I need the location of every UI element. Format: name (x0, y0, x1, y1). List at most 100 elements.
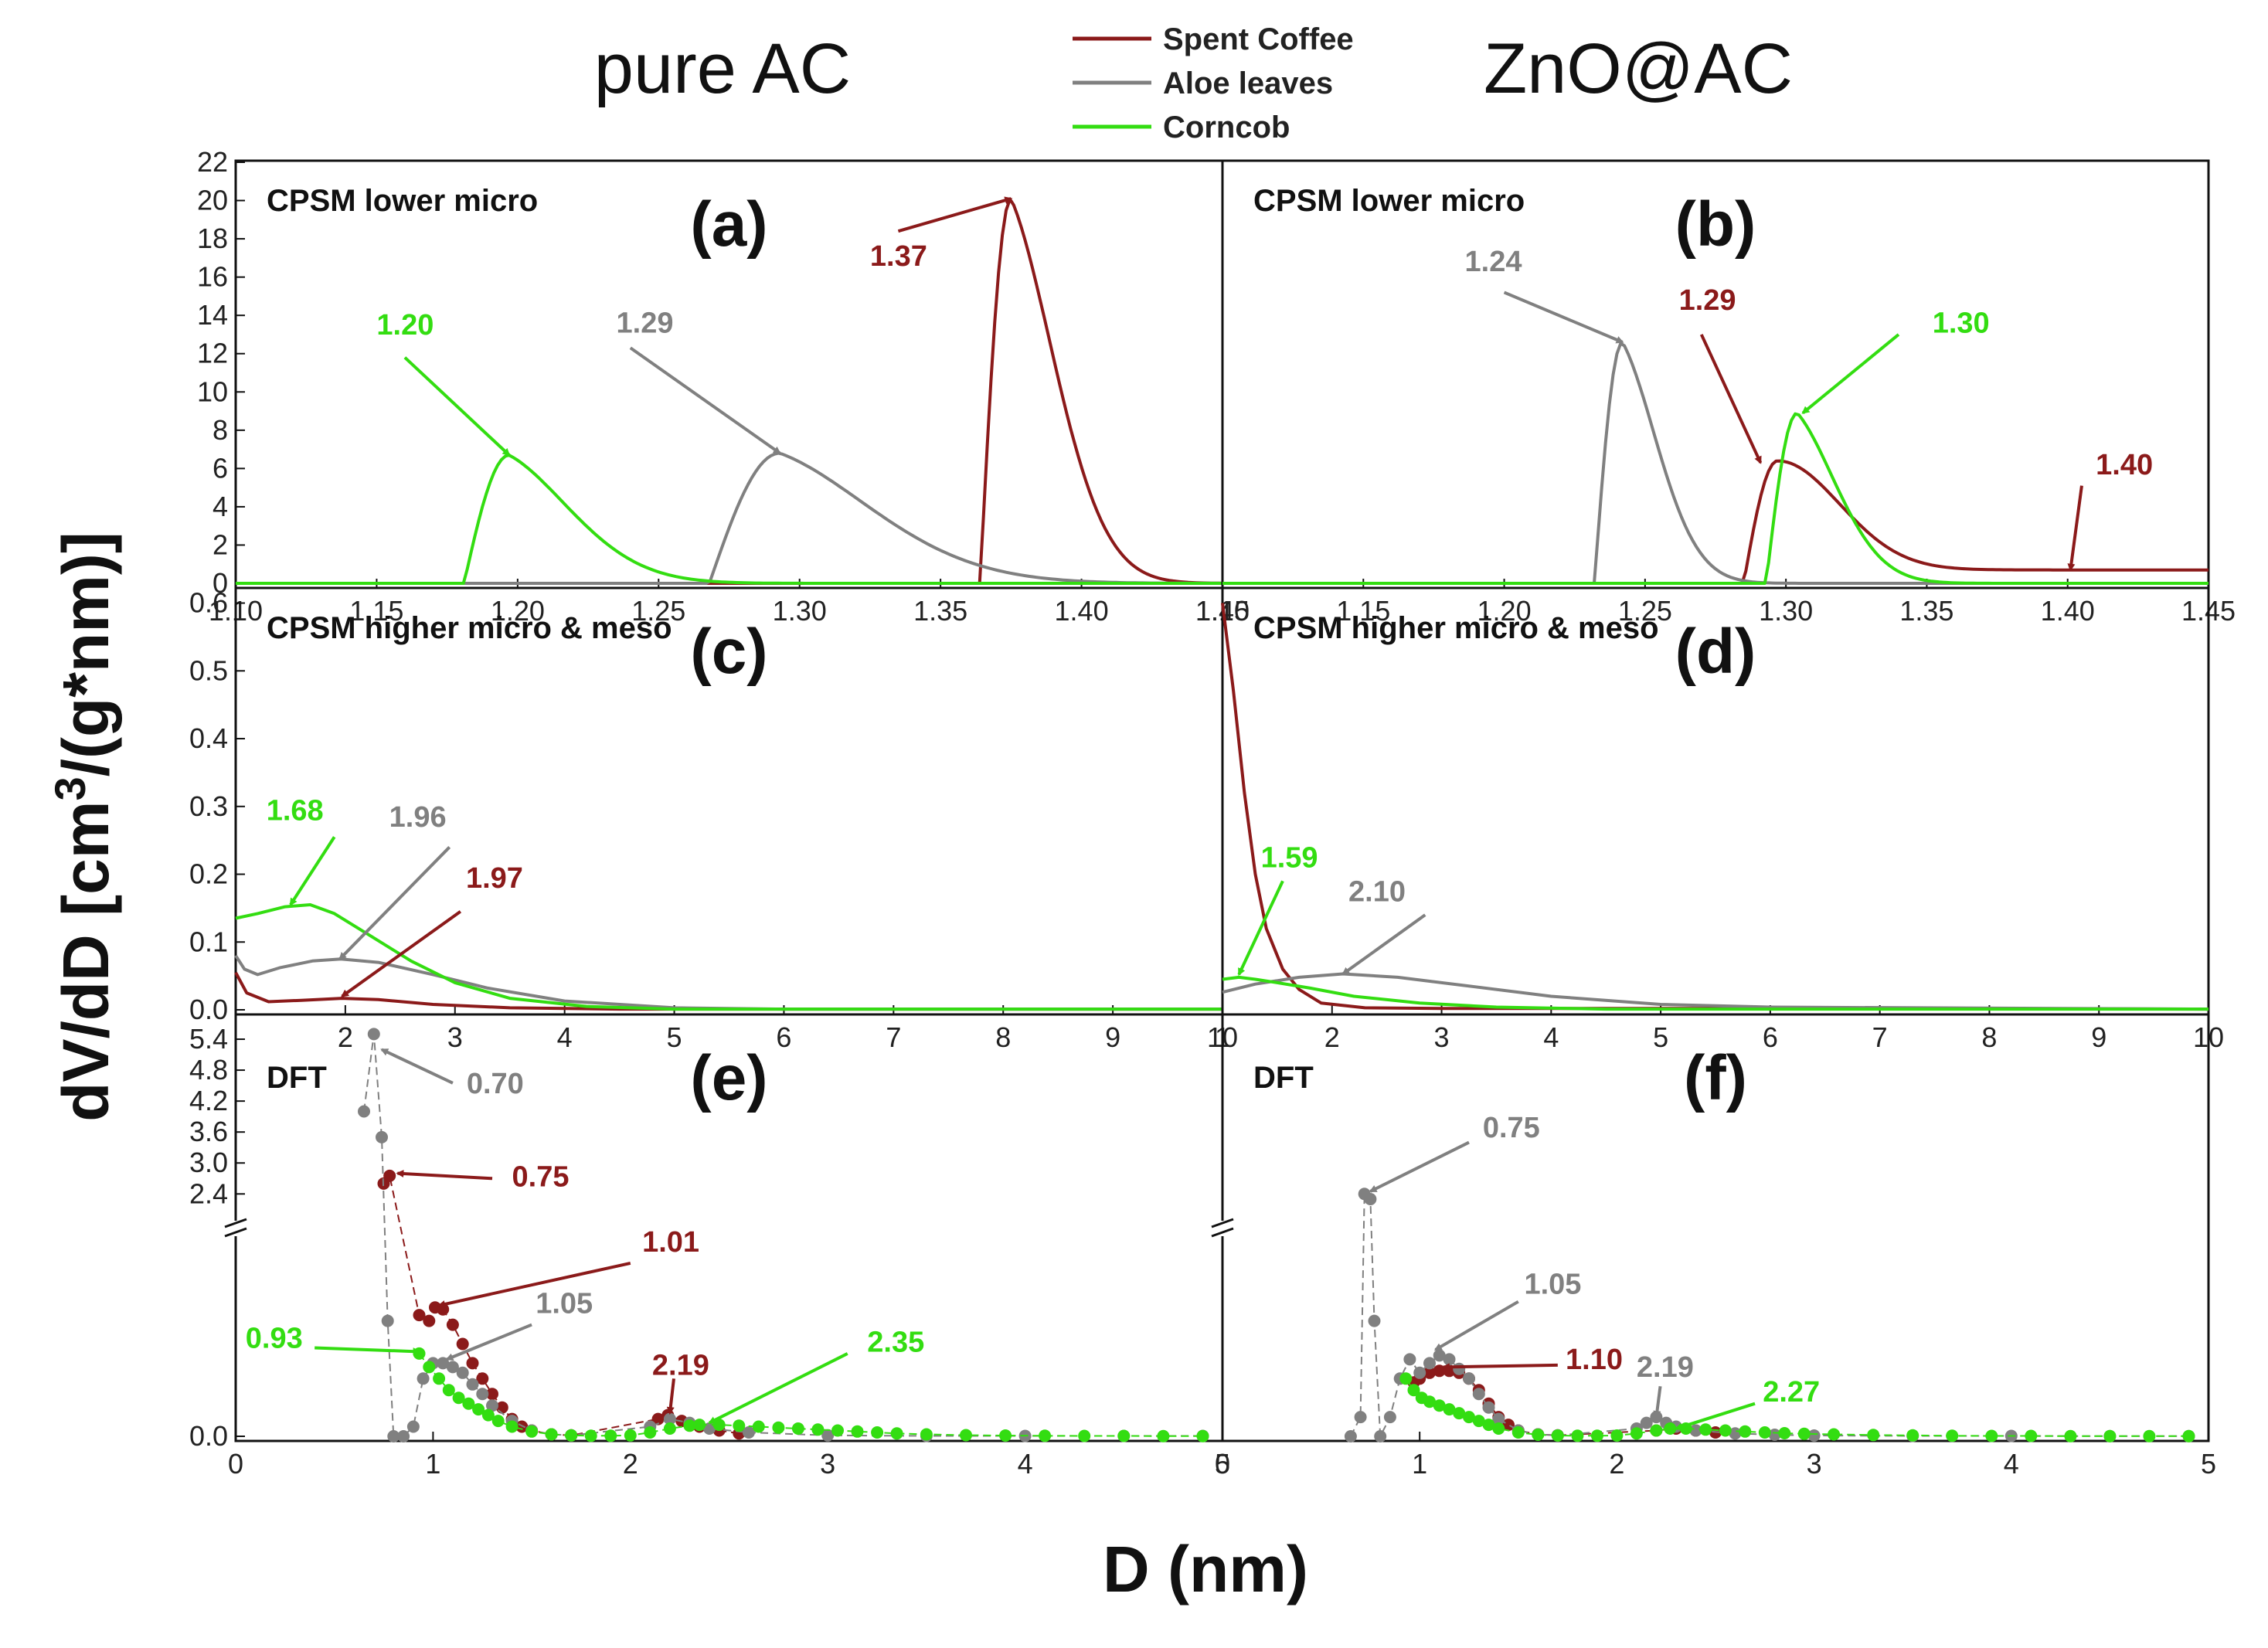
x-tick-label: 1.40 (2041, 595, 2095, 627)
x-tick-label: 1.20 (1477, 595, 1532, 627)
data-point-corncob (584, 1429, 597, 1442)
series-line-corncob (1222, 975, 2208, 1011)
data-point-aloe-leaves (358, 1105, 370, 1118)
panel-label: (c) (690, 617, 767, 687)
data-point-spent-coffee (466, 1357, 479, 1370)
annotation-label: 1.01 (642, 1226, 699, 1259)
data-point-aloe-leaves (1689, 1424, 1702, 1437)
data-point-corncob (505, 1420, 519, 1433)
annotation-arrow (437, 1261, 631, 1308)
data-point-corncob (960, 1429, 972, 1442)
panel-title: CPSM higher micro & meso (1253, 611, 1659, 645)
series-line-spent-coffee (234, 971, 1222, 1011)
panel-label: (a) (690, 189, 767, 260)
data-point-corncob (462, 1397, 475, 1410)
y-tick-label: 0.0 (189, 1420, 228, 1452)
data-point-corncob (1867, 1429, 1880, 1442)
y-tick-label: 4 (213, 491, 228, 522)
data-point-corncob (890, 1427, 903, 1440)
data-point-corncob (491, 1415, 505, 1428)
annotation-arrow (338, 846, 451, 960)
annotation-arrow (1341, 913, 1426, 976)
data-point-spent-coffee (446, 1318, 459, 1331)
annotation-arrow (289, 836, 336, 906)
data-point-corncob (604, 1429, 617, 1442)
panel-title: CPSM higher micro & meso (267, 611, 672, 645)
y-tick-label: 6 (213, 452, 228, 484)
data-point-corncob (1828, 1428, 1841, 1441)
annotation-label: 1.96 (389, 801, 447, 834)
y-tick-label: 0 (213, 567, 228, 599)
x-tick-label: 8 (995, 1021, 1011, 1053)
panel-title: DFT (267, 1061, 327, 1095)
data-point-corncob (683, 1419, 696, 1432)
x-tick-label: 1.15 (349, 595, 403, 627)
data-point-aloe-leaves (1368, 1314, 1381, 1327)
data-point-corncob (481, 1408, 495, 1422)
data-point-corncob (1482, 1419, 1495, 1432)
x-tick-label: 0 (228, 1448, 243, 1480)
annotation-label: 1.59 (1261, 842, 1318, 875)
data-point-corncob (1985, 1429, 1998, 1442)
y-tick-label: 0.1 (189, 926, 228, 957)
right-column-title: ZnO@AC (1484, 29, 1793, 108)
annotation-arrow (666, 1378, 675, 1415)
x-tick-label: 0 (1215, 1448, 1230, 1480)
data-point-spent-coffee (651, 1412, 665, 1425)
annotation-label: 1.29 (617, 307, 674, 339)
data-point-corncob (663, 1422, 676, 1435)
annotation-label: 1.40 (2096, 449, 2153, 481)
y-tick-label: 0.5 (189, 654, 228, 686)
x-tick-label: 7 (886, 1021, 901, 1053)
x-tick-label: 3 (1807, 1448, 1822, 1480)
x-tick-label: 7 (1872, 1021, 1888, 1053)
data-point-corncob (831, 1424, 844, 1437)
panel-label: (b) (1675, 189, 1756, 260)
data-point-aloe-leaves (406, 1420, 420, 1433)
series-line-aloe-leaves (1350, 1192, 2189, 1439)
x-tick-label: 2 (623, 1448, 638, 1480)
data-point-aloe-leaves (1423, 1357, 1436, 1370)
y-tick-label: 0.2 (189, 858, 228, 890)
y-tick-label: 5.4 (189, 1023, 228, 1055)
y-tick-label: 0.0 (189, 994, 228, 1025)
data-point-corncob (1758, 1426, 1771, 1439)
x-tick-label: 4 (557, 1021, 573, 1053)
y-tick-label: 2.4 (189, 1177, 228, 1209)
data-point-corncob (1407, 1384, 1420, 1397)
data-point-corncob (1443, 1403, 1456, 1416)
data-point-corncob (1719, 1424, 1732, 1437)
y-axis-label: dV/dD [cm3/(g*nm)] (46, 532, 122, 1122)
annotation-arrow (1441, 1363, 1558, 1371)
data-point-aloe-leaves (1729, 1427, 1742, 1440)
x-tick-label: 6 (1763, 1021, 1778, 1053)
data-point-aloe-leaves (1453, 1362, 1466, 1375)
data-point-corncob (624, 1429, 637, 1442)
x-tick-label: 5 (1653, 1021, 1668, 1053)
data-point-aloe-leaves (663, 1412, 676, 1425)
series-line-corncob (235, 903, 1222, 1011)
x-tick-label: 5 (1215, 1448, 1230, 1480)
panel-b: 1.10 1.15 1.20 1.25 1.30 1.35 1.40 1.451.241.29… (1195, 159, 2236, 627)
axis-break-mark (1211, 1227, 1234, 1238)
x-tick-label: 3 (447, 1021, 463, 1053)
data-point-corncob (423, 1361, 436, 1374)
data-point-corncob (413, 1347, 426, 1360)
y-tick-label: 0.4 (189, 722, 228, 754)
y-tick-label: 2 (213, 528, 228, 560)
series-line-corncob (236, 454, 1222, 585)
annotation-label: 2.19 (652, 1349, 709, 1381)
annotation-label: 1.29 (1679, 284, 1736, 317)
data-point-aloe-leaves (1640, 1416, 1653, 1429)
data-point-aloe-leaves (446, 1361, 459, 1374)
x-tick-label: 6 (776, 1021, 791, 1053)
left-column-title: pure AC (594, 29, 851, 108)
x-tick-label: 4 (1018, 1448, 1033, 1480)
y-tick-label: 0.3 (189, 790, 228, 822)
x-tick-label: 1 (425, 1448, 440, 1480)
x-tick-label: 9 (1105, 1021, 1120, 1053)
axis-break-mark (224, 1218, 247, 1228)
annotation-arrow (315, 1346, 421, 1356)
